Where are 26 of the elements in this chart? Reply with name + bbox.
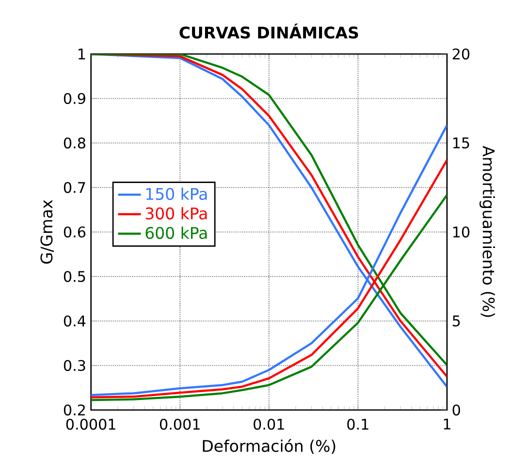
y2-axis-title: Amortiguamiento (%) — [480, 146, 495, 317]
y-tick-label: 0.3 — [64, 360, 86, 372]
y-axis-title: G/Gmax — [40, 200, 54, 264]
y2-tick-label: 0 — [452, 404, 460, 416]
y2-tick-label: 20 — [452, 48, 470, 60]
x-axis-title: Deformación (%) — [202, 438, 336, 454]
y-tick-label: 0.5 — [64, 270, 86, 282]
chart-title: CURVAS DINÁMICAS — [180, 24, 358, 39]
x-tick-label: 0.001 — [160, 418, 200, 430]
x-tick-label: 0.1 — [347, 418, 368, 430]
legend-label: 300 kPa — [146, 207, 207, 220]
y-tick-label: 0.7 — [64, 182, 86, 194]
y-tick-label: 1 — [78, 48, 85, 60]
y-tick-label: 0.2 — [64, 404, 85, 416]
y-tick-label: 0.4 — [64, 315, 86, 327]
y-tick-label: 0.8 — [64, 137, 86, 149]
y2-tick-label: 10 — [453, 226, 470, 238]
y2-tick-label: 15 — [453, 138, 470, 148]
legend-label: 150 kPa — [146, 188, 207, 200]
x-tick-label: 1 — [444, 418, 450, 430]
x-tick-label: 0.0001 — [66, 418, 116, 430]
y2-tick-label: 5 — [452, 316, 460, 326]
x-tick-label: 0.01 — [254, 418, 284, 430]
y-tick-label: 0.6 — [64, 226, 86, 238]
y-tick-label: 0.9 — [64, 92, 86, 104]
legend-label: 600 kPa — [146, 226, 207, 239]
